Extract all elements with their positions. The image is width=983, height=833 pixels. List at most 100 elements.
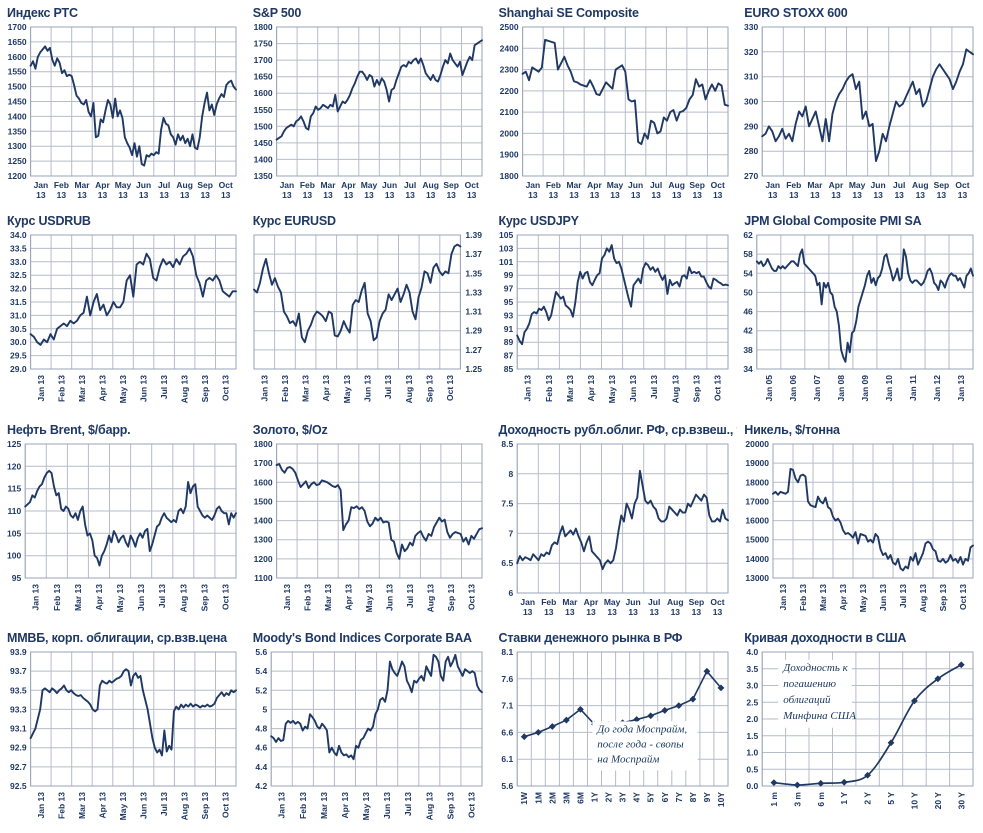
chart-canvas-rts-index: 1700 1650 1600 1550 1500 1450 1400 1350 1300 1250…	[0, 21, 245, 204]
svg-text:13: 13	[544, 607, 554, 617]
svg-text:Apr 13: Apr 13	[321, 375, 331, 402]
svg-text:1650: 1650	[8, 37, 27, 47]
svg-text:Feb 13: Feb 13	[56, 375, 66, 402]
svg-text:May: May	[115, 180, 132, 190]
svg-text:58: 58	[744, 249, 754, 259]
svg-text:105: 105	[499, 230, 513, 240]
svg-text:Jan 13: Jan 13	[31, 583, 41, 610]
svg-text:6.1: 6.1	[501, 754, 513, 764]
svg-text:1300: 1300	[8, 141, 27, 151]
svg-text:Jan 06: Jan 06	[788, 375, 798, 402]
svg-text:7: 7	[508, 528, 513, 538]
svg-text:Oct 13: Oct 13	[221, 375, 231, 401]
svg-text:13: 13	[586, 607, 596, 617]
svg-text:May 13: May 13	[118, 791, 128, 820]
svg-text:Feb 13: Feb 13	[52, 583, 62, 610]
svg-text:4.0: 4.0	[747, 647, 759, 657]
svg-text:13: 13	[77, 190, 87, 200]
svg-text:Sep 13: Sep 13	[691, 375, 701, 403]
svg-text:До года Моспрайм,: До года Моспрайм,	[596, 723, 687, 735]
chart-title-usdrub: Курс USDRUB	[7, 214, 91, 229]
svg-text:13: 13	[528, 190, 538, 200]
chart-panel-usdrub: Курс USDRUB 34.0 33.5 33.0 32.5 32.0 31.5 31.0…	[0, 208, 246, 416]
svg-text:95: 95	[12, 573, 22, 583]
chart-panel-shanghai: Shanghai SE Composite 2500 2400 2300 2200 21…	[492, 0, 738, 208]
svg-text:13: 13	[651, 190, 661, 200]
svg-text:May 13: May 13	[115, 583, 125, 612]
svg-text:Sep 13: Sep 13	[424, 375, 434, 403]
chart-svg: 1800 1700 1600 1500 1400 1300 1200 1100 Jan 13 Fe…	[253, 439, 483, 612]
svg-text:93.5: 93.5	[10, 685, 27, 695]
svg-text:Apr 13: Apr 13	[343, 583, 353, 610]
svg-text:на Моспрайм: на Моспрайм	[597, 753, 659, 765]
svg-text:34: 34	[744, 364, 754, 374]
svg-text:Apr 13: Apr 13	[838, 583, 848, 610]
svg-text:Aug 13: Aug 13	[670, 375, 680, 404]
chart-canvas-usdjpy: 105 103 101 99 97 95 93 91 89 87 85 Jan 13 Feb 13 Mar…	[492, 229, 737, 412]
chart-title-gold: Золото, $/Oz	[252, 422, 328, 437]
svg-text:1W: 1W	[519, 791, 529, 805]
svg-text:Aug: Aug	[668, 180, 685, 190]
svg-text:Aug 13: Aug 13	[918, 583, 928, 612]
svg-text:13: 13	[712, 607, 722, 617]
svg-text:42: 42	[744, 326, 754, 336]
svg-text:5Y: 5Y	[645, 791, 655, 802]
svg-text:1350: 1350	[8, 126, 27, 136]
chart-title-moodys-baa: Moody's Bond Indices Corporate BAA	[252, 630, 472, 645]
svg-text:20 Y: 20 Y	[933, 791, 943, 809]
svg-text:1600: 1600	[253, 477, 272, 487]
chart-svg: 125 120 115 110 105 100 95 Jan 13 Feb 13 Mar 13 Ap…	[7, 439, 237, 612]
chart-title-jpm-pmi: JPM Global Composite PMI SA	[744, 214, 922, 229]
svg-text:2500: 2500	[499, 22, 518, 32]
chart-title-brent: Нефть Brent, $/барр.	[7, 422, 131, 437]
svg-text:May 13: May 13	[607, 375, 617, 404]
svg-text:Jul 13: Jul 13	[403, 791, 413, 815]
svg-text:97: 97	[503, 284, 513, 294]
svg-text:1700: 1700	[253, 458, 272, 468]
svg-text:Sep: Sep	[443, 180, 459, 190]
svg-text:Jul 13: Jul 13	[405, 583, 415, 607]
chart-canvas-gold: 1800 1700 1600 1500 1400 1300 1200 1100 Jan 13 Fe…	[246, 438, 491, 621]
svg-text:13: 13	[426, 190, 436, 200]
svg-text:8.5: 8.5	[501, 439, 513, 449]
svg-text:6M: 6M	[575, 792, 585, 804]
svg-text:Sep 13: Sep 13	[938, 583, 948, 611]
svg-text:Jan 09: Jan 09	[860, 375, 870, 402]
svg-text:1650: 1650	[253, 72, 272, 82]
svg-text:5.2: 5.2	[255, 685, 267, 695]
svg-text:30 Y: 30 Y	[957, 791, 967, 809]
svg-text:93.9: 93.9	[10, 647, 27, 657]
svg-text:Aug: Aug	[422, 180, 439, 190]
svg-text:0.5: 0.5	[747, 764, 759, 774]
svg-text:13: 13	[610, 190, 620, 200]
chart-svg: 25002400230022002100200019001800Jan13Feb…	[499, 22, 729, 200]
svg-text:4.2: 4.2	[255, 781, 267, 791]
svg-text:29.5: 29.5	[10, 351, 27, 361]
svg-text:4.8: 4.8	[255, 723, 267, 733]
svg-text:1250: 1250	[8, 156, 27, 166]
svg-text:13: 13	[630, 190, 640, 200]
svg-text:Feb: Feb	[786, 180, 801, 190]
svg-text:280: 280	[744, 146, 758, 156]
svg-text:13: 13	[446, 190, 456, 200]
chart-panel-gold: Золото, $/Oz 1800 1700 1600 1500 1400 1300 120…	[246, 417, 492, 625]
svg-text:89: 89	[503, 337, 513, 347]
svg-text:54: 54	[744, 269, 754, 279]
svg-text:1400: 1400	[8, 111, 27, 121]
svg-text:93: 93	[503, 311, 513, 321]
svg-text:Mar: Mar	[808, 180, 824, 190]
svg-text:Jul 13: Jul 13	[649, 375, 659, 399]
svg-text:10 Y: 10 Y	[910, 791, 920, 809]
svg-text:Apr: Apr	[583, 597, 598, 607]
svg-text:5.6: 5.6	[501, 781, 513, 791]
svg-text:Mar: Mar	[562, 597, 578, 607]
svg-text:Jul: Jul	[648, 597, 660, 607]
svg-text:13: 13	[569, 190, 579, 200]
chart-panel-rf-money-market: Ставки денежного рынка в РФ 8.1 7.6 7.1 6.6…	[492, 625, 738, 833]
svg-text:Jan: Jan	[520, 597, 535, 607]
svg-text:1.5: 1.5	[747, 731, 759, 741]
chart-canvas-usdrub: 34.0 33.5 33.0 32.5 32.0 31.5 31.0 30.5 30.0 29.5…	[0, 229, 245, 412]
svg-text:93.1: 93.1	[10, 723, 27, 733]
svg-text:92.7: 92.7	[10, 762, 27, 772]
svg-text:Apr: Apr	[95, 180, 110, 190]
